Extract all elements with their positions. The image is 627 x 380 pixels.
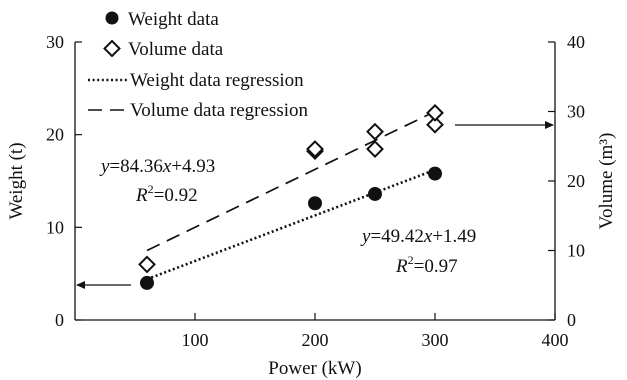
- x-axis-title: Power (kW): [268, 358, 361, 379]
- right-y-tick-label-20: 20: [567, 171, 585, 191]
- volume-data-regression-line: [146, 110, 436, 252]
- right-y-tick-label-10: 10: [567, 241, 585, 261]
- weight-data-point-3: [428, 166, 442, 181]
- legend: Weight data Volume data Weight data regr…: [88, 9, 308, 121]
- x-tick-label-200: 200: [302, 330, 329, 350]
- x-tick-label-400: 400: [542, 330, 569, 350]
- volume-data-point-5: [426, 115, 444, 134]
- legend-weight-data-marker: [105, 11, 119, 25]
- volume-regression-equation: y=84.36x+4.93: [99, 156, 215, 177]
- legend-weight-regression-label: Weight data regression: [130, 70, 304, 91]
- right-y-tick-label-30: 30: [567, 102, 585, 122]
- data-points: [138, 103, 444, 290]
- left-y-tick-label-20: 20: [46, 125, 64, 145]
- weight-data-regression-line: [146, 168, 436, 281]
- right-y-axis-title: Volume (m³): [596, 133, 617, 230]
- right-y-tick-label-0: 0: [567, 310, 576, 330]
- weight-regression-equation: y=49.42x+1.49: [360, 226, 476, 247]
- weight-regression-r2: R2=0.97: [395, 253, 458, 277]
- volume-regression-r2: R2=0.92: [135, 182, 198, 206]
- x-tick-label-100: 100: [182, 330, 209, 350]
- volume-data-point-2: [306, 140, 324, 158]
- volume-data-point-6: [426, 103, 444, 122]
- left-y-axis-title: Weight (t): [6, 142, 27, 219]
- volume-data-point-4: [366, 122, 384, 141]
- regression-lines: [146, 110, 436, 281]
- legend-volume-regression-label: Volume data regression: [130, 100, 308, 121]
- weight-data-point-1: [308, 196, 322, 211]
- weight-data-point-0: [140, 275, 154, 290]
- volume-data-point-0: [138, 255, 156, 274]
- weight-data-point-2: [368, 186, 382, 201]
- legend-weight-data-label: Weight data: [128, 9, 219, 30]
- right-y-tick-label-40: 40: [567, 32, 585, 52]
- left-y-tick-label-30: 30: [46, 32, 64, 52]
- x-tick-label-300: 300: [422, 330, 449, 350]
- left-y-tick-label-10: 10: [46, 217, 64, 237]
- legend-volume-data-label: Volume data: [128, 39, 224, 60]
- volume-data-point-3: [366, 140, 384, 158]
- left-y-tick-label-0: 0: [55, 310, 64, 330]
- legend-volume-data-marker: [103, 39, 121, 58]
